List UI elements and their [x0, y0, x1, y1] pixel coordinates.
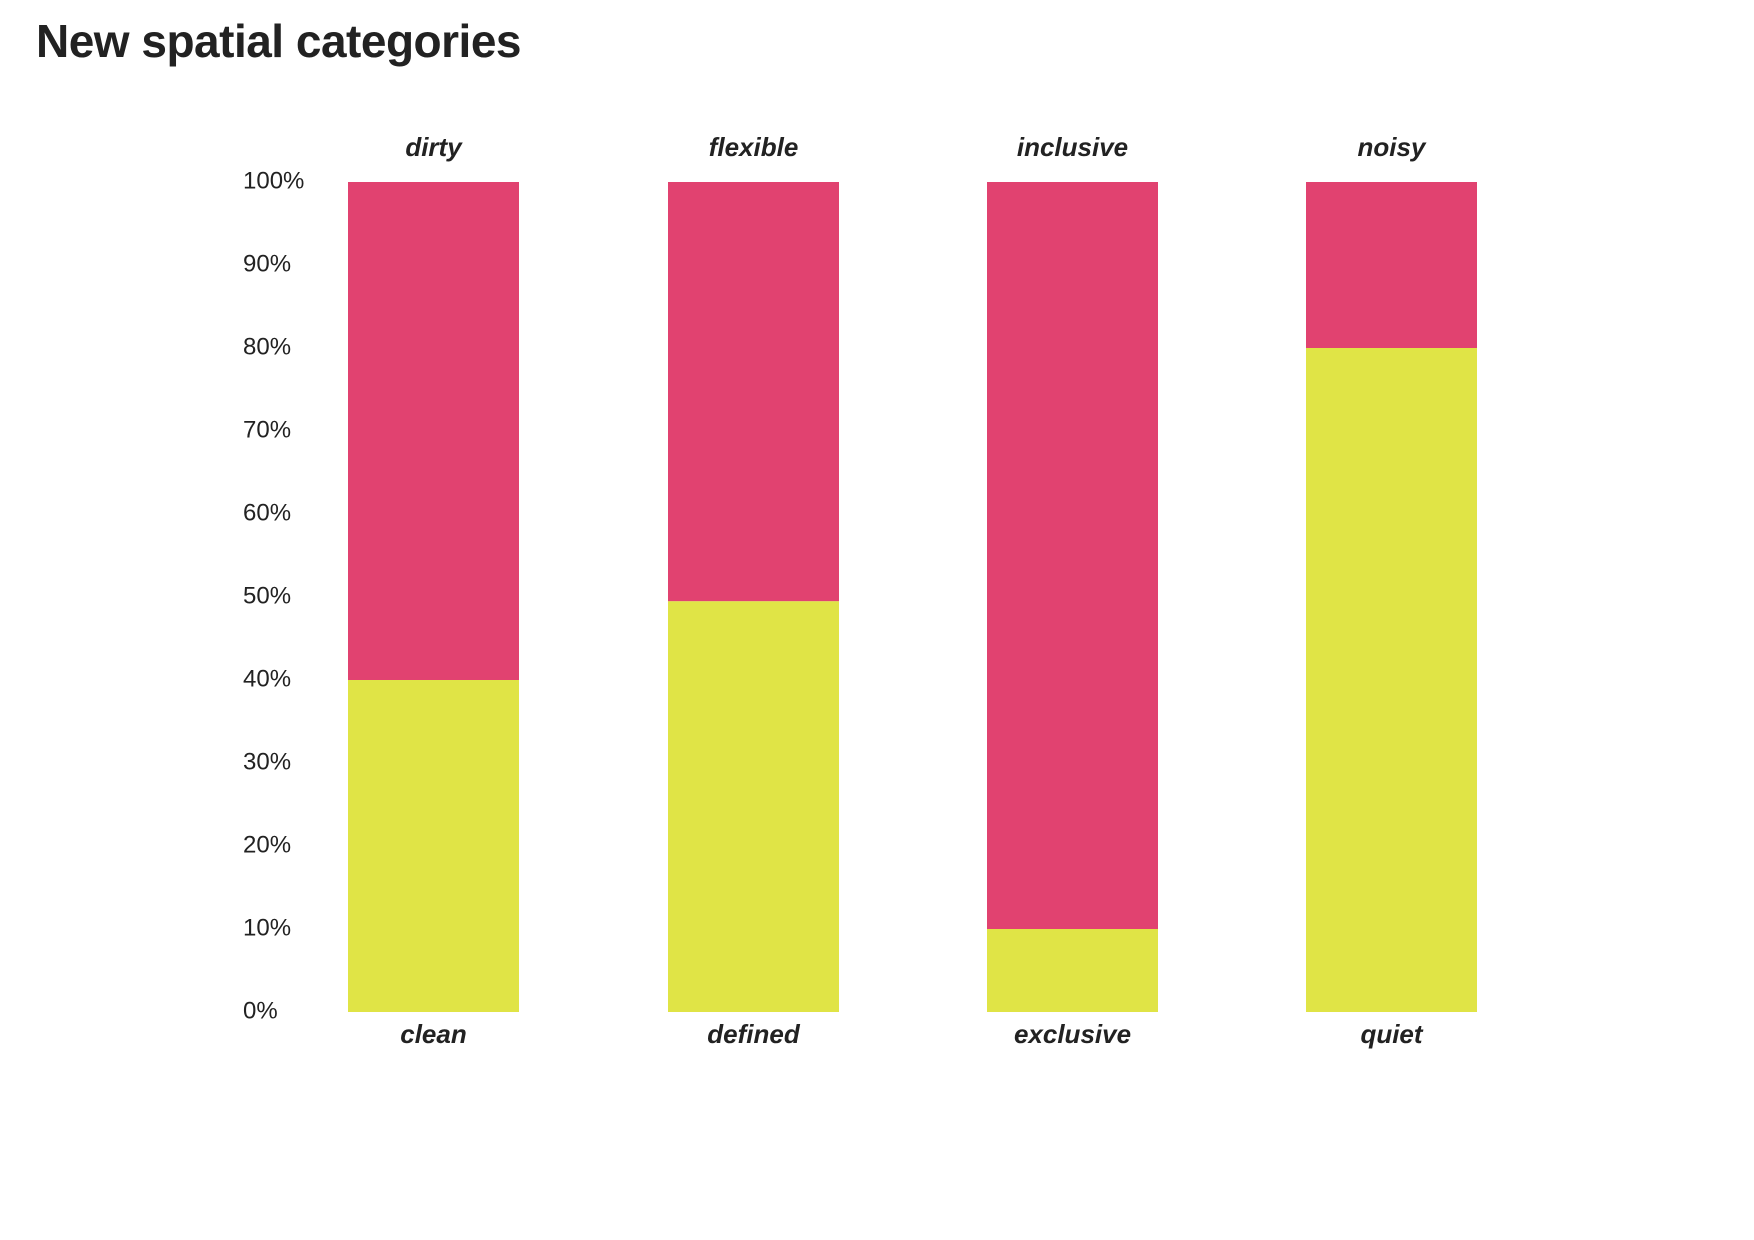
y-tick-label: 80% — [243, 333, 291, 360]
y-tick-label: 20% — [243, 831, 291, 858]
bottom-category-labels: clean defined exclusive quiet — [400, 1019, 1424, 1049]
top-category-label: dirty — [405, 132, 463, 162]
bar-segment-inclusive — [987, 182, 1158, 929]
bottom-category-label: defined — [707, 1019, 801, 1049]
y-tick-label: 0% — [243, 997, 278, 1024]
y-tick-label: 70% — [243, 416, 291, 443]
top-category-label: flexible — [709, 132, 799, 162]
bars — [348, 182, 1477, 1012]
top-category-label: noisy — [1358, 132, 1427, 162]
bar-segment-defined — [668, 601, 839, 1012]
y-axis: 0% 10% 20% 30% 40% 50% 60% 70% 80% 90% 100% — [243, 167, 304, 1024]
top-category-label: inclusive — [1017, 132, 1128, 162]
bar-segment-clean — [348, 680, 519, 1012]
bottom-category-label: clean — [400, 1019, 467, 1049]
bar-segment-dirty — [348, 182, 519, 680]
y-tick-label: 40% — [243, 665, 291, 692]
bar-segment-noisy — [1306, 182, 1477, 348]
bar-segment-quiet — [1306, 348, 1477, 1012]
y-tick-label: 10% — [243, 914, 291, 941]
bar-segment-flexible — [668, 182, 839, 602]
y-tick-label: 90% — [243, 250, 291, 277]
y-tick-label: 30% — [243, 748, 291, 775]
chart-title: New spatial categories — [36, 15, 521, 67]
bottom-category-label: exclusive — [1014, 1019, 1131, 1049]
bar-segment-exclusive — [987, 929, 1158, 1012]
top-category-labels: dirty flexible inclusive noisy — [405, 132, 1427, 162]
y-tick-label: 100% — [243, 167, 304, 194]
y-tick-label: 60% — [243, 499, 291, 526]
y-tick-label: 50% — [243, 582, 291, 609]
bottom-category-label: quiet — [1360, 1019, 1423, 1049]
